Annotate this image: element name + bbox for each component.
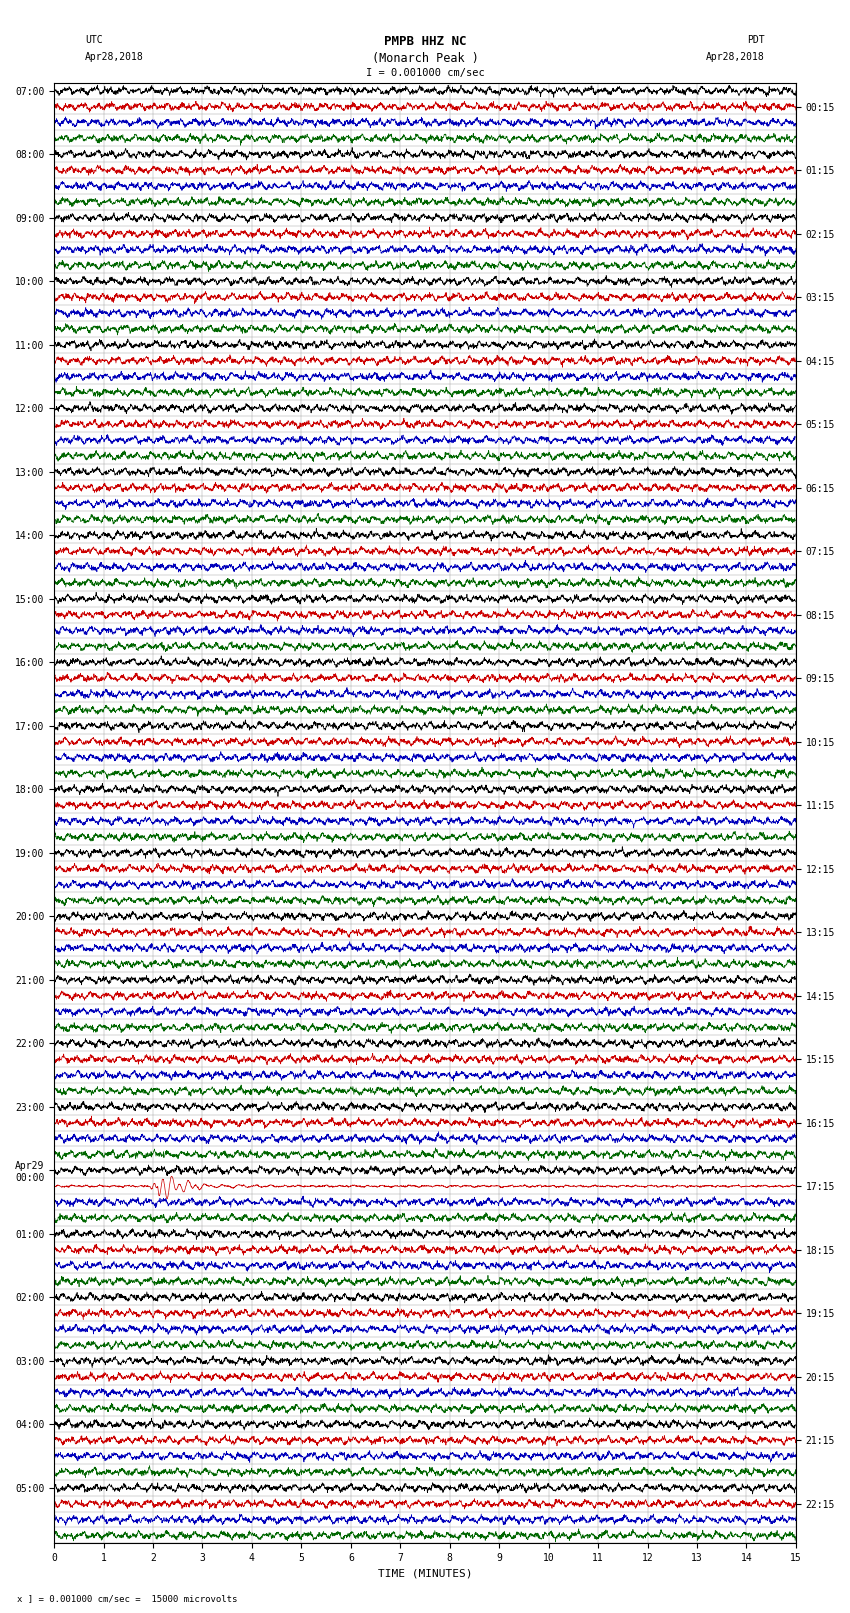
X-axis label: TIME (MINUTES): TIME (MINUTES) [377, 1569, 473, 1579]
Text: Apr28,2018: Apr28,2018 [706, 52, 765, 61]
Text: I = 0.001000 cm/sec: I = 0.001000 cm/sec [366, 68, 484, 77]
Text: x ] = 0.001000 cm/sec =  15000 microvolts: x ] = 0.001000 cm/sec = 15000 microvolts [17, 1594, 237, 1603]
Text: PMPB HHZ NC: PMPB HHZ NC [383, 35, 467, 48]
Text: Apr28,2018: Apr28,2018 [85, 52, 144, 61]
Text: (Monarch Peak ): (Monarch Peak ) [371, 52, 479, 65]
Text: PDT: PDT [747, 35, 765, 45]
Text: UTC: UTC [85, 35, 103, 45]
